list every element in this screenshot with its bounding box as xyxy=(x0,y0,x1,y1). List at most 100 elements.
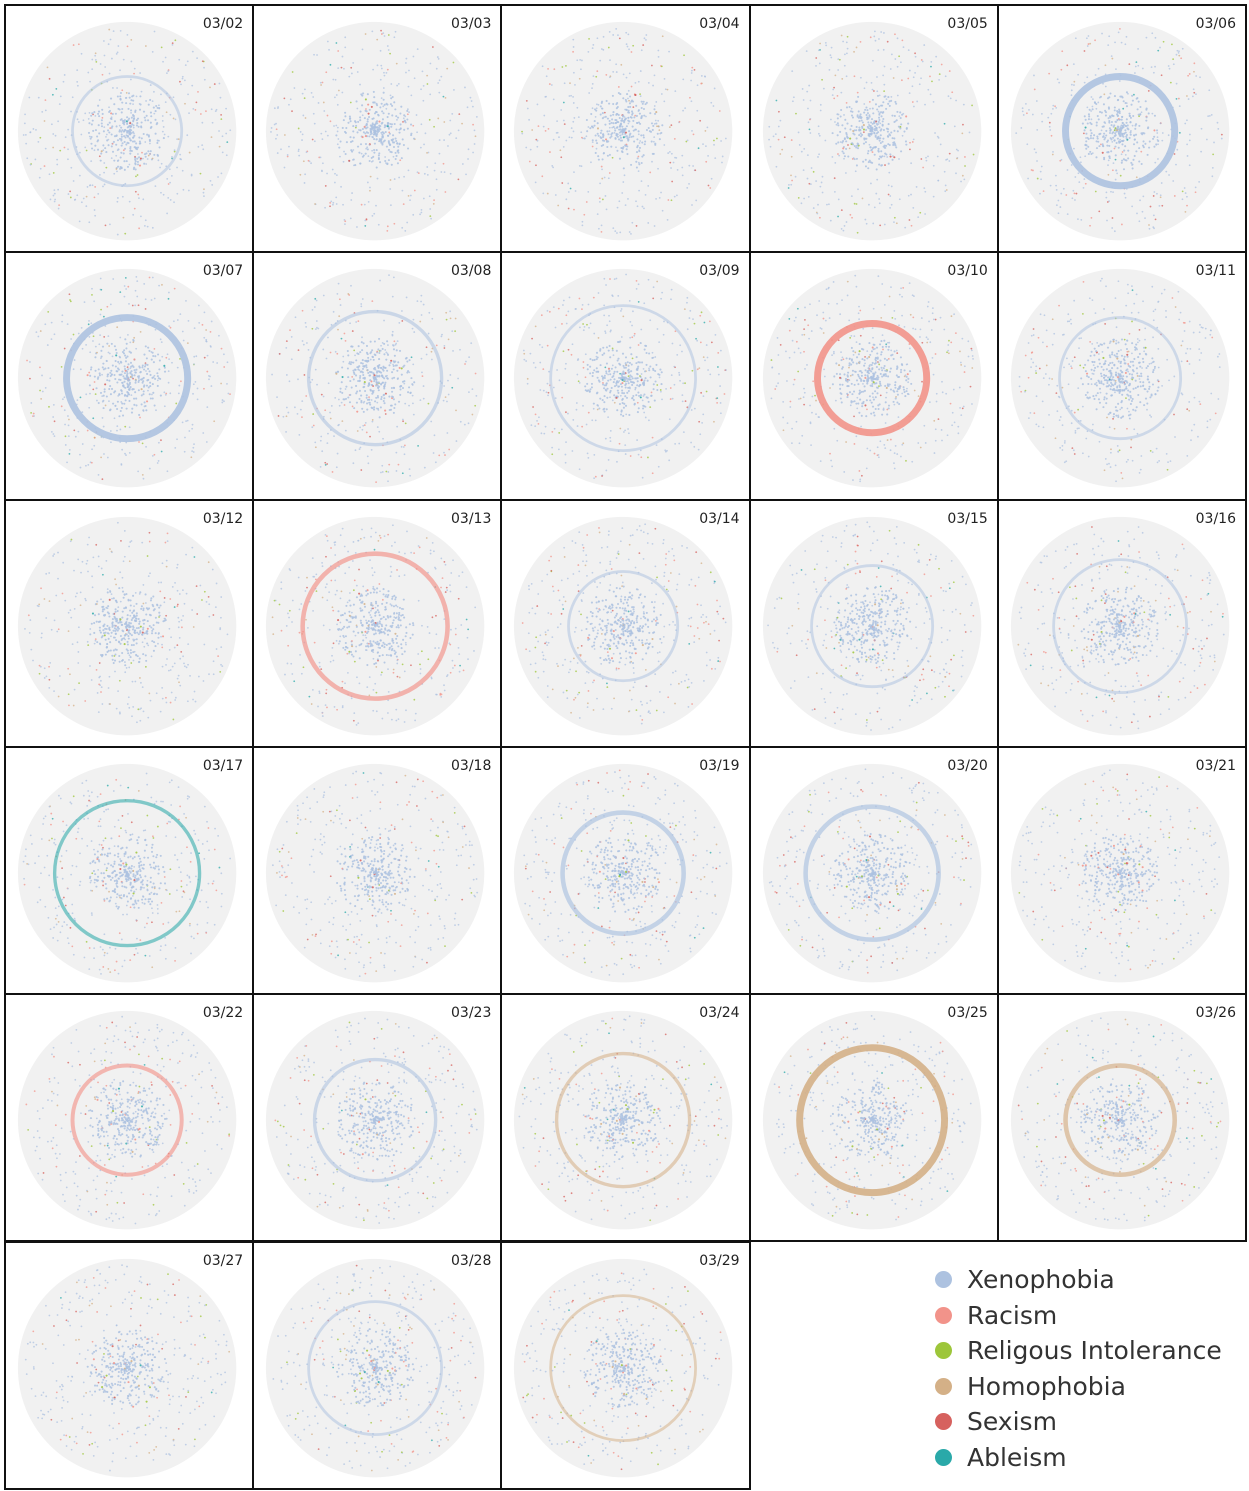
graph-node xyxy=(1098,145,1101,148)
graph-node xyxy=(356,410,359,414)
graph-node xyxy=(337,424,340,427)
graph-node xyxy=(888,100,891,103)
graph-node xyxy=(30,402,33,405)
graph-node xyxy=(612,70,615,73)
graph-node xyxy=(1156,138,1159,141)
graph-node xyxy=(369,403,372,406)
graph-node xyxy=(301,92,304,95)
graph-node xyxy=(643,381,646,384)
graph-node xyxy=(907,194,910,197)
graph-node xyxy=(77,431,80,433)
graph-node xyxy=(172,320,175,323)
graph-node xyxy=(94,186,97,188)
graph-node xyxy=(210,320,213,323)
graph-node xyxy=(722,155,724,158)
graph-node xyxy=(393,412,396,415)
graph-node xyxy=(530,148,532,151)
graph-node xyxy=(630,135,633,138)
graph-node xyxy=(133,207,136,210)
graph-node xyxy=(121,89,124,92)
graph-node xyxy=(860,119,863,122)
graph-node xyxy=(669,418,672,421)
graph-node xyxy=(372,419,374,422)
graph-node xyxy=(674,137,677,140)
graph-node xyxy=(1084,137,1087,139)
graph-node xyxy=(586,201,589,203)
graph-node xyxy=(1118,112,1121,115)
graph-node xyxy=(115,53,118,55)
graph-node xyxy=(687,328,690,331)
graph-node xyxy=(532,406,535,409)
graph-node xyxy=(372,359,375,362)
graph-node xyxy=(631,113,634,116)
graph-node xyxy=(1111,227,1113,229)
graph-node xyxy=(101,73,104,76)
graph-node xyxy=(97,474,100,477)
graph-node xyxy=(536,420,539,423)
graph-node xyxy=(605,138,608,141)
graph-node xyxy=(637,391,640,394)
graph-node xyxy=(117,368,120,371)
graph-node xyxy=(382,105,385,108)
graph-node xyxy=(141,474,144,477)
graph-node xyxy=(1108,115,1111,118)
graph-node xyxy=(51,93,54,96)
graph-node xyxy=(381,348,384,351)
graph-node xyxy=(643,107,646,111)
graph-node xyxy=(349,401,352,404)
graph-node xyxy=(1091,105,1094,108)
graph-node xyxy=(1032,74,1035,77)
graph-node xyxy=(604,195,607,197)
graph-node xyxy=(167,196,170,199)
graph-node xyxy=(164,101,167,104)
graph-node xyxy=(596,404,599,407)
graph-node xyxy=(1115,129,1118,132)
graph-node xyxy=(389,52,392,55)
graph-node xyxy=(79,368,82,371)
graph-node xyxy=(336,293,339,296)
graph-node xyxy=(865,114,868,117)
graph-node xyxy=(1115,127,1118,130)
graph-node xyxy=(392,155,395,158)
graph-node xyxy=(699,119,702,122)
graph-node xyxy=(118,130,121,133)
graph-node xyxy=(704,130,707,132)
graph-node xyxy=(428,312,431,315)
graph-node xyxy=(769,145,772,148)
graph-node xyxy=(128,128,132,131)
graph-node xyxy=(1093,39,1096,42)
graph-node xyxy=(156,462,159,465)
graph-node xyxy=(682,109,685,112)
graph-node xyxy=(203,357,206,359)
graph-node xyxy=(412,384,414,387)
graph-node xyxy=(72,44,75,46)
graph-node xyxy=(386,340,389,343)
graph-node xyxy=(84,112,87,115)
graph-node xyxy=(859,40,861,43)
graph-node xyxy=(606,408,609,411)
graph-node xyxy=(145,409,148,412)
graph-node xyxy=(121,129,124,132)
graph-node xyxy=(121,382,124,385)
graph-node xyxy=(1120,124,1123,127)
graph-node xyxy=(779,119,781,122)
graph-node xyxy=(304,173,307,176)
graph-node xyxy=(895,119,898,122)
graph-node xyxy=(191,428,194,430)
graph-node xyxy=(70,110,72,113)
graph-node xyxy=(674,330,677,333)
graph-node xyxy=(832,97,835,100)
graph-node xyxy=(291,71,294,73)
graph-node xyxy=(1036,128,1038,131)
graph-node xyxy=(1099,95,1102,98)
graph-node xyxy=(1121,143,1124,146)
graph-node xyxy=(1065,194,1067,196)
graph-node xyxy=(316,54,319,56)
graph-node xyxy=(948,152,951,155)
graph-node xyxy=(90,142,93,145)
graph-node xyxy=(597,292,600,295)
graph-node xyxy=(362,298,364,301)
graph-node xyxy=(408,111,411,114)
graph-node xyxy=(539,344,542,346)
graph-node xyxy=(655,111,658,114)
